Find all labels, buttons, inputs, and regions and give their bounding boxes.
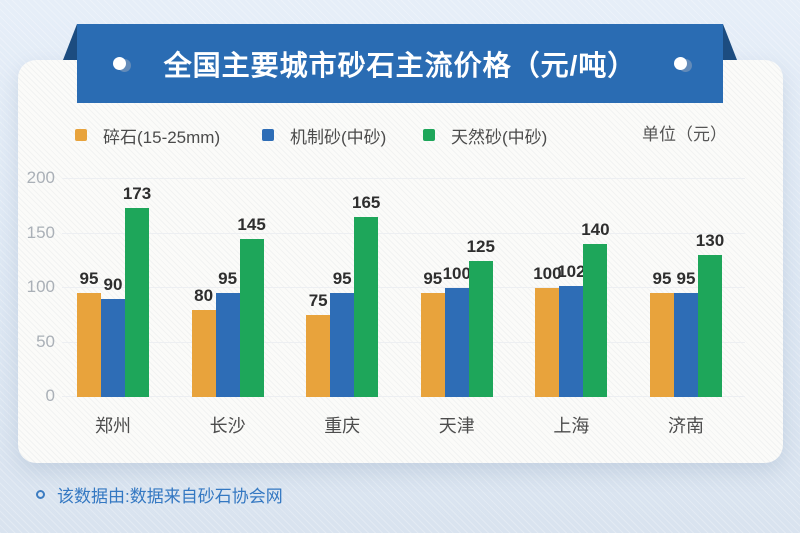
bar-value-label: 173: [122, 184, 152, 204]
bar: 75: [306, 291, 331, 397]
bar-value-label: 95: [676, 269, 696, 289]
y-tick-label: 150: [26, 222, 55, 242]
x-axis-label: 天津: [438, 416, 475, 436]
bar: 125: [467, 237, 495, 397]
bar-group-郑州: 95 90 173: [77, 179, 151, 397]
x-axis-label: 济南: [667, 416, 704, 436]
bar-value-label: 95: [79, 269, 99, 289]
y-tick-label: 0: [45, 386, 55, 405]
chart-card: 天然砂(中砂) 机制砂(中砂) 碎石(15-25mm) 单位（元） 0 50 100 15…: [18, 60, 783, 463]
legend-label: 机制砂(中砂): [290, 127, 387, 147]
data-source-text: 该数据由:数据来自砂石协会网: [57, 486, 283, 506]
title-banner: 全国主要城市砂石主流价格（元/吨）: [77, 24, 723, 103]
bar: 102: [557, 262, 586, 397]
page-title: 全国主要城市砂石主流价格（元/吨）: [163, 49, 637, 81]
bar-group-上海: 100 102 140: [533, 179, 610, 397]
bar-group-重庆: 75 95 165: [306, 179, 380, 397]
data-source-note: 该数据由:数据来自砂石协会网: [36, 483, 283, 506]
legend-label: 天然砂(中砂): [451, 127, 548, 147]
legend-swatch-icon: [423, 129, 435, 141]
bar: 95: [77, 269, 101, 397]
y-tick-label: 200: [26, 168, 55, 187]
legend-swatch-icon: [75, 129, 87, 141]
bar: 95: [215, 269, 240, 397]
bar: 95: [420, 269, 445, 397]
x-axis-labels: 郑州 长沙 重庆 天津 上海 济南: [77, 412, 722, 438]
bar: 130: [696, 231, 724, 397]
legend-item: 机制砂(中砂): [262, 122, 386, 148]
x-axis-label: 郑州: [95, 416, 131, 436]
x-axis-label: 长沙: [209, 416, 246, 436]
unit-label: 单位（元）: [642, 125, 727, 144]
bar: 140: [581, 220, 610, 397]
gridline: [62, 232, 745, 234]
bar-value-label: 75: [308, 291, 328, 311]
bar-value-label: 95: [423, 269, 443, 289]
legend-label: 碎石(15-25mm): [103, 127, 221, 147]
bar: 145: [237, 215, 266, 397]
bar: 95: [330, 269, 355, 397]
bar-value-label: 140: [581, 220, 610, 240]
bar-value-label: 90: [103, 274, 123, 294]
bar-value-label: 100: [533, 264, 562, 283]
bar-value-label: 165: [352, 193, 381, 213]
ribbon-fold-right: [723, 24, 737, 60]
bar-value-label: 130: [695, 231, 725, 251]
bar-value-label: 95: [218, 269, 238, 289]
bar: 173: [123, 184, 151, 397]
bar-value-label: 80: [194, 285, 214, 305]
legend-swatch-icon: [262, 129, 274, 141]
bar: 165: [352, 193, 380, 397]
bar-value-label: 95: [652, 269, 672, 289]
gridline: [62, 287, 745, 288]
banner-dot-right-icon: [674, 57, 688, 70]
legend: 天然砂(中砂) 机制砂(中砂) 碎石(15-25mm) 单位（元）: [18, 122, 783, 148]
bar: 100: [533, 264, 562, 397]
bar-group-长沙: 80 95 145: [191, 179, 266, 397]
bar-value-label: 95: [332, 269, 352, 289]
bar: 95: [649, 269, 674, 397]
banner-dot-left-icon: [112, 57, 126, 70]
y-tick-label: 100: [26, 277, 55, 296]
ribbon-fold-left: [63, 24, 77, 60]
legend-item: 天然砂(中砂): [423, 122, 547, 148]
bar-group-济南: 95 95 130: [649, 179, 724, 397]
gridline: [62, 178, 745, 179]
bar-value-label: 125: [466, 236, 495, 256]
bar-group-天津: 95 100 125: [420, 179, 495, 397]
bar: 95: [673, 269, 698, 397]
bar-chart: 0 50 100 150 200 95 90 173 80 95 145 75 95 165 95 100 1…: [27, 169, 745, 405]
bar-value-label: 145: [237, 214, 266, 234]
gridline: [62, 396, 745, 397]
x-axis-label: 重庆: [324, 416, 361, 436]
gridline: [62, 341, 745, 343]
x-axis-label: 上海: [553, 416, 590, 436]
bar: 80: [191, 286, 216, 397]
plot-area: 95 90 173 80 95 145 75 95 165 95 100 125 100 102 140 95…: [77, 179, 724, 397]
legend-item: 碎石(15-25mm): [75, 122, 220, 148]
y-tick-label: 50: [36, 331, 55, 351]
bar-value-label: 100: [442, 264, 471, 283]
bar-value-label: 102: [557, 261, 586, 281]
bar: 100: [443, 264, 471, 397]
bar: 90: [101, 275, 125, 397]
circle-bullet-icon: [36, 489, 45, 499]
